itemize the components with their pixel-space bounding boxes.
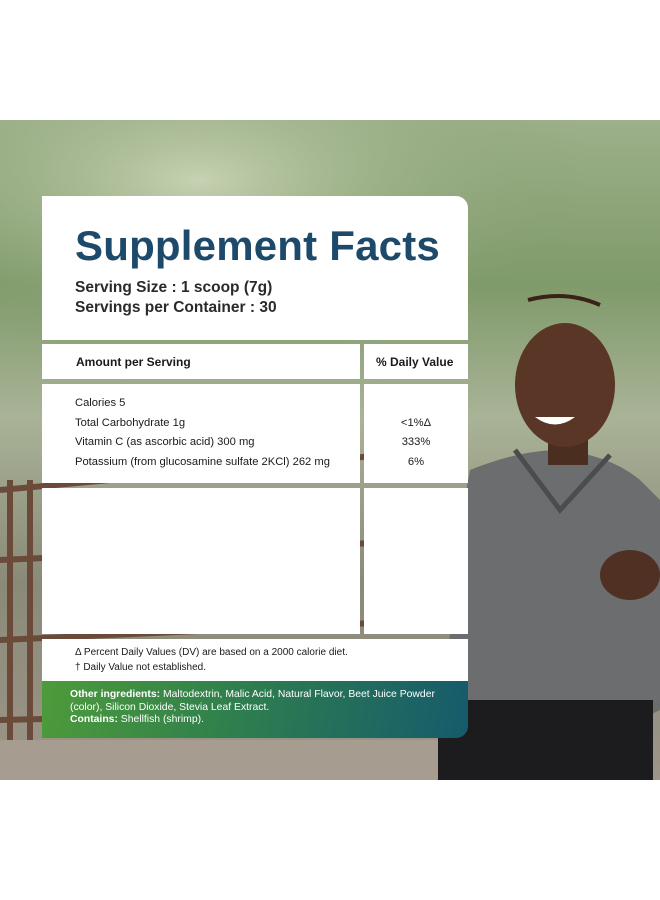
other-ingredients: Other ingredients: Maltodextrin, Malic A… [70, 689, 455, 714]
runner [438, 294, 660, 780]
header-cell [42, 344, 360, 379]
nutrient-label: Calories 5 [75, 397, 126, 409]
footnotes: Δ Percent Daily Values (DV) are based on… [75, 646, 348, 675]
daily-value: 333% [401, 436, 431, 448]
nutrient-row: Total Carbohydrate 1g <1%Δ [42, 417, 468, 431]
text: Maltodextrin, Malic Acid, Natural Flavor… [70, 689, 435, 713]
daily-value: 6% [407, 455, 425, 468]
contains: Contains: Shellfish (shrimp). [70, 714, 455, 727]
group-cell [364, 488, 468, 634]
nutrient-group: Calories 5 Total Carbohydrate 1g <1%Δ Vitam… [42, 397, 468, 475]
label: Other ingredients: [70, 689, 161, 700]
daily-value: <1%Δ [400, 416, 432, 429]
nutrient-row: Vitamin C (as ascorbic acid) 300 mg 333% [42, 436, 468, 450]
group-cell [364, 384, 468, 483]
label: Contains: [70, 714, 118, 725]
footnote: † Daily Value not established. [75, 661, 207, 673]
title-block [42, 196, 468, 340]
group-cell [42, 384, 360, 483]
text: Shellfish (shrimp). [117, 714, 204, 725]
nutrient-row: Potassium (from glucosamine sulfate 2KCl… [42, 456, 468, 470]
serving-size: Serving Size : 1 scoop (7g) [75, 279, 273, 296]
ingredients-bar [42, 681, 468, 738]
nutrient-label: Total Carbohydrate 1g [75, 416, 186, 429]
title: Supplement Facts [75, 222, 440, 269]
nutrient-row: Calories 5 [42, 397, 468, 411]
footnote: Δ Percent Daily Values (DV) are based on… [75, 647, 348, 658]
nutrient-label: Vitamin C (as ascorbic acid) 300 mg [75, 436, 255, 448]
footnote-cell [42, 639, 468, 681]
nutrient-label: Potassium (from glucosamine sulfate 2KCl… [75, 455, 330, 468]
servings-per-container: Servings per Container : 30 [75, 299, 277, 316]
ingredients: Other ingredients: Maltodextrin, Malic A… [70, 689, 455, 727]
column-header: Amount per Serving [76, 355, 191, 369]
header-cell [364, 344, 468, 379]
path [0, 740, 440, 780]
column-header: % Daily Value [376, 355, 454, 369]
group-cell [42, 488, 360, 634]
